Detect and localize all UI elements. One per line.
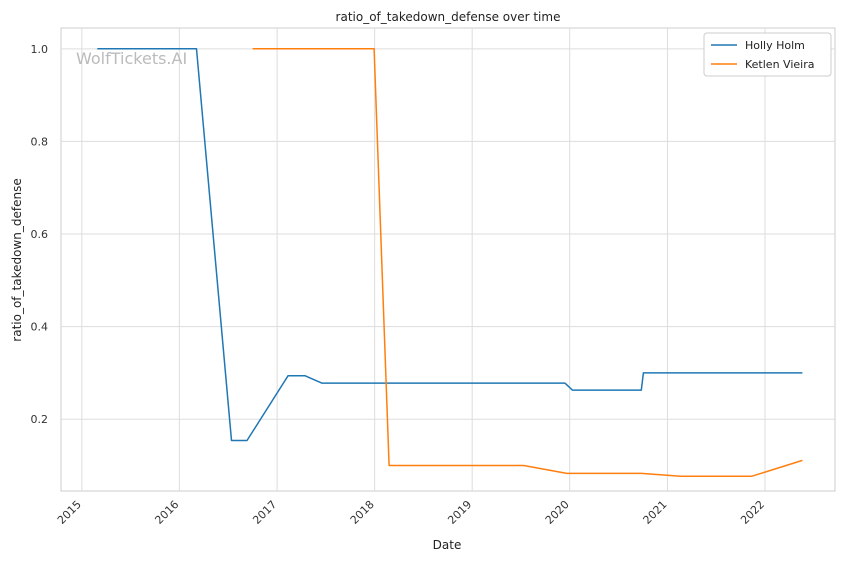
series-lines <box>97 48 803 477</box>
series-line-ketlen-vieira <box>252 48 803 477</box>
x-axis-ticks: 2015 2016 2017 2018 2019 2020 2021 2022 <box>55 498 767 527</box>
x-axis-label: Date <box>433 538 462 552</box>
y-tick-label: 0.8 <box>31 135 49 148</box>
y-tick-label: 0.4 <box>31 321 49 334</box>
y-axis-ticks: 0.2 0.4 0.6 0.8 1.0 <box>31 43 49 426</box>
watermark-text: WolfTickets.AI <box>76 49 187 68</box>
x-tick-label: 2019 <box>445 498 474 527</box>
plot-area <box>60 27 836 492</box>
y-tick-label: 1.0 <box>31 43 49 56</box>
y-tick-label: 0.2 <box>31 413 49 426</box>
chart-title: ratio_of_takedown_defense over time <box>336 10 561 24</box>
x-tick-label: 2020 <box>543 498 572 527</box>
legend-box <box>703 32 832 77</box>
series-line-holly-holm <box>97 48 803 442</box>
x-tick-label: 2021 <box>641 498 670 527</box>
legend-label-holly-holm: Holly Holm <box>745 39 805 52</box>
y-axis-label: ratio_of_takedown_defense <box>10 178 24 341</box>
x-tick-label: 2015 <box>55 498 84 527</box>
legend: Holly Holm Ketlen Vieira <box>703 32 832 77</box>
x-tick-label: 2022 <box>738 498 767 527</box>
x-tick-label: 2017 <box>250 498 279 527</box>
x-tick-label: 2018 <box>348 498 377 527</box>
legend-label-ketlen-vieira: Ketlen Vieira <box>745 58 814 71</box>
y-tick-label: 0.6 <box>31 228 49 241</box>
x-tick-label: 2016 <box>152 498 181 527</box>
